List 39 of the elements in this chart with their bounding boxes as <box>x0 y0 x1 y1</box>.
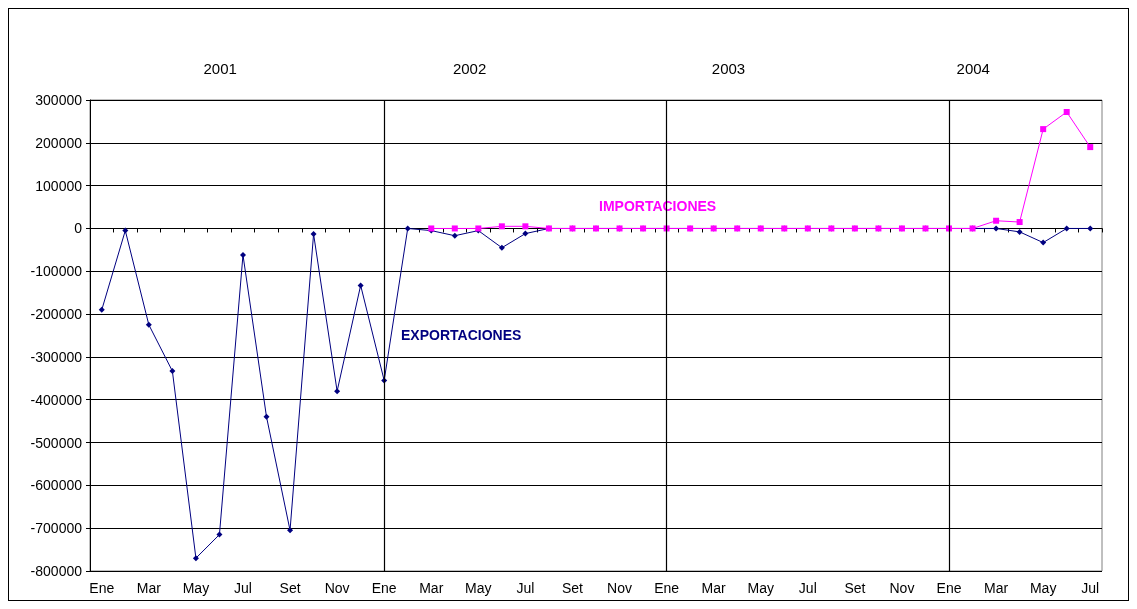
x-tick-label: Set <box>279 580 301 596</box>
x-tick-label: Nov <box>889 580 915 596</box>
x-tick-label: Jul <box>1081 580 1100 596</box>
x-tick-label: May <box>747 580 774 596</box>
x-tick-label: Ene <box>371 580 397 596</box>
x-tick-label: Mar <box>419 580 444 596</box>
x-tick-label: May <box>465 580 492 596</box>
x-tick-label: Jul <box>516 580 535 596</box>
x-tick-label: Ene <box>936 580 962 596</box>
x-tick-label: Set <box>561 580 584 596</box>
x-tick-label: May <box>182 580 210 596</box>
x-tick-label: Mar <box>984 580 1009 596</box>
x-tick-label: Mar <box>701 580 727 596</box>
x-tick-label: Ene <box>89 580 115 596</box>
y-tick-label: -400000 <box>30 391 83 408</box>
y-tick-label: 200000 <box>35 134 83 151</box>
y-tick-label: -500000 <box>30 434 83 451</box>
x-tick-label: Nov <box>607 580 632 596</box>
y-tick-label: -200000 <box>30 306 83 323</box>
x-tick-label: Set <box>844 580 866 596</box>
x-tick-label: Jul <box>798 580 817 596</box>
text: 2004 <box>956 60 990 77</box>
y-tick-label: 0 <box>74 220 83 237</box>
y-tick-label: -800000 <box>30 563 83 579</box>
y-tick-label: -600000 <box>30 477 83 494</box>
series-label: EXPORTACIONES <box>401 327 522 343</box>
text: 2003 <box>711 60 746 77</box>
x-tick-label: Ene <box>654 580 680 596</box>
x-tick-label: Mar <box>136 580 162 596</box>
text: 2001 <box>203 60 237 77</box>
y-tick-label: 300000 <box>35 92 83 108</box>
y-tick-label: -300000 <box>30 348 83 365</box>
y-tick-label: -700000 <box>30 520 83 537</box>
y-tick-label: -100000 <box>30 263 83 280</box>
x-tick-label: Jul <box>234 580 252 596</box>
y-tick-label: 100000 <box>35 177 83 194</box>
x-tick-label: Nov <box>324 580 350 596</box>
text: 2002 <box>452 60 487 77</box>
x-tick-label: May <box>1029 580 1057 596</box>
